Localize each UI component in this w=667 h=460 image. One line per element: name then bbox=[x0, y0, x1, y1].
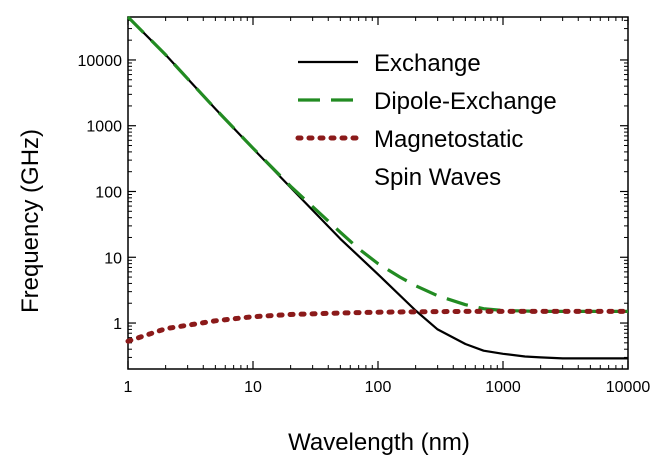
legend-label-3: Magnetostatic bbox=[374, 126, 523, 153]
x-tick-label: 1 bbox=[124, 379, 133, 396]
y-tick-label: 1000 bbox=[86, 119, 122, 136]
series-line-3 bbox=[125, 308, 631, 344]
legend-label-2: Dipole-Exchange bbox=[374, 88, 557, 115]
y-tick-label: 10 bbox=[104, 250, 122, 267]
y-axis-title: Frequency (GHz) bbox=[17, 129, 44, 313]
legend-label-3: Spin Waves bbox=[374, 164, 501, 191]
series-line-1 bbox=[127, 16, 628, 360]
series-layer bbox=[125, 15, 631, 360]
x-tick-label: 1000 bbox=[485, 379, 521, 396]
y-tick-label: 1 bbox=[113, 316, 122, 333]
legend: Exchange Dipole-Exchange Magnetostatic Spin… bbox=[295, 50, 557, 191]
x-tick-label: 10000 bbox=[606, 379, 651, 396]
series-line-2 bbox=[126, 15, 628, 313]
y-tick-label: 10000 bbox=[78, 53, 123, 70]
x-tick-label: 100 bbox=[365, 379, 392, 396]
x-axis-title: Wavelength (nm) bbox=[288, 429, 470, 456]
x-tick-label: 10 bbox=[244, 379, 262, 396]
axes: 1 10 100 1000 10000 1 10 100 1000 10000 bbox=[78, 16, 651, 396]
y-tick-label: 100 bbox=[95, 184, 122, 201]
legend-label-1: Exchange bbox=[374, 50, 481, 77]
